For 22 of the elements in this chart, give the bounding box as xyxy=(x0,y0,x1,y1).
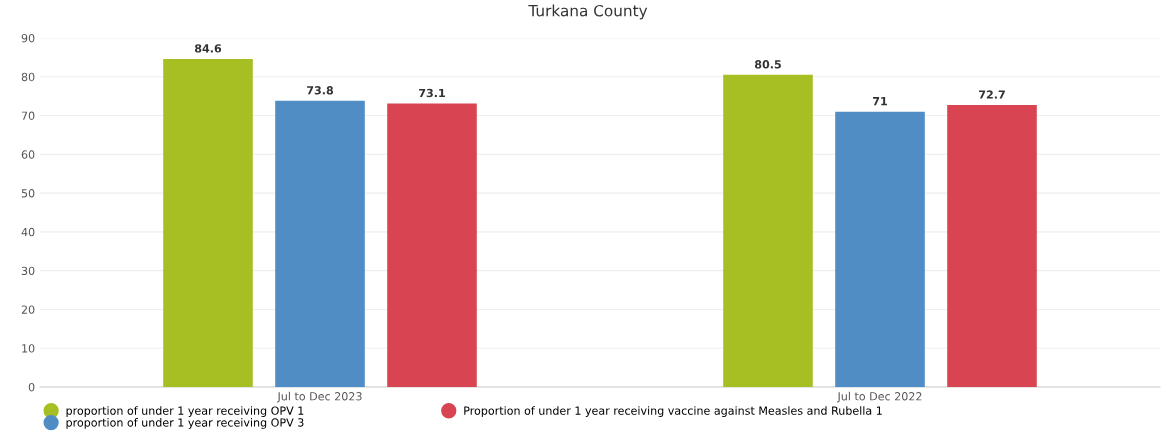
x-tick-label: Jul to Dec 2022 xyxy=(836,391,922,403)
legend-label: proportion of under 1 year receiving OPV 1 xyxy=(66,406,304,417)
legend-label: proportion of under 1 year receiving OPV 3 xyxy=(66,418,304,429)
y-tick-label: 0 xyxy=(28,382,35,392)
data-label: 71 xyxy=(873,97,887,106)
legend-label: Proportion of under 1 year receiving vaccine against Measles and Rubella 1 xyxy=(464,406,882,417)
data-label: 80.5 xyxy=(754,60,781,69)
y-tick-label: 60 xyxy=(21,150,35,159)
chart-title: Turkana County xyxy=(528,4,648,20)
y-tick-label: 80 xyxy=(21,72,35,82)
x-tick-label: Jul to Dec 2023 xyxy=(276,391,362,403)
y-tick-label: 40 xyxy=(21,227,35,237)
y-tick-label: 90 xyxy=(21,33,35,43)
y-tick-label: 20 xyxy=(21,305,35,314)
y-tick-label: 50 xyxy=(21,189,35,198)
data-label: 73.8 xyxy=(307,86,334,95)
data-label: 73.1 xyxy=(419,88,445,98)
y-tick-label: 70 xyxy=(21,111,35,120)
data-label: 84.6 xyxy=(194,44,222,53)
data-label: 72.7 xyxy=(979,90,1005,99)
y-tick-label: 10 xyxy=(22,344,35,353)
y-tick-label: 30 xyxy=(21,266,35,276)
